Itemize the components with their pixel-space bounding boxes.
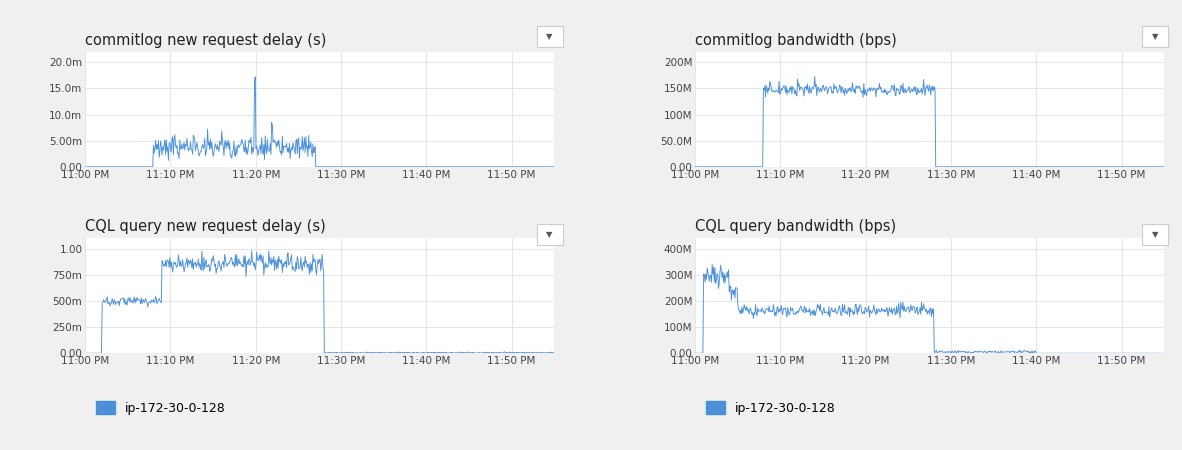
Legend: ip-172-30-0-128: ip-172-30-0-128 [701,396,840,420]
Text: CQL query bandwidth (bps): CQL query bandwidth (bps) [695,219,896,234]
Text: commitlog bandwidth (bps): commitlog bandwidth (bps) [695,33,897,48]
Text: CQL query new request delay (s): CQL query new request delay (s) [85,219,326,234]
Text: commitlog new request delay (s): commitlog new request delay (s) [85,33,326,48]
Text: ▼: ▼ [546,32,553,41]
Text: ▼: ▼ [1151,230,1158,239]
Text: ▼: ▼ [546,230,553,239]
Text: ▼: ▼ [1151,32,1158,41]
Legend: ip-172-30-0-128: ip-172-30-0-128 [91,396,230,420]
